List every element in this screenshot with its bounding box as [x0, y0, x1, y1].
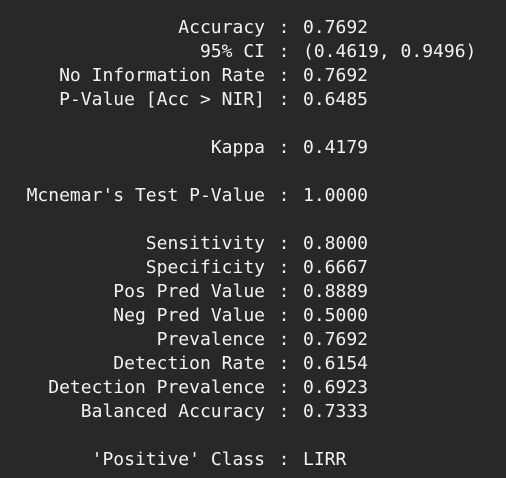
- stat-value: 0.6923: [303, 377, 369, 398]
- stat-value: 0.6667: [303, 257, 369, 278]
- stat-label: Detection Rate: [113, 353, 265, 374]
- stat-label: P-Value [Acc > NIR]: [59, 89, 265, 110]
- stat-label: Balanced Accuracy: [80, 401, 265, 422]
- stat-row-ci95: 95% CI : (0.4619, 0.9496): [0, 40, 506, 64]
- stat-value: 1.0000: [303, 185, 369, 206]
- stat-separator: :: [278, 401, 290, 422]
- stat-row-prevalence: Prevalence : 0.7692: [0, 328, 506, 352]
- stat-value: 0.6485: [303, 89, 369, 110]
- stat-value: 0.6154: [303, 353, 369, 374]
- stat-row-nir: No Information Rate : 0.7692: [0, 64, 506, 88]
- stat-value: LIRR: [303, 449, 347, 470]
- stat-row-detection-prevalence: Detection Prevalence : 0.6923: [0, 376, 506, 400]
- stat-label: Kappa: [210, 137, 265, 158]
- blank-line: [0, 112, 506, 136]
- stat-separator: :: [278, 65, 290, 86]
- stat-separator: :: [278, 89, 290, 110]
- stat-separator: :: [278, 329, 290, 350]
- stat-value: 0.4179: [303, 137, 369, 158]
- stat-value: (0.4619, 0.9496): [303, 41, 477, 62]
- stat-label: Accuracy: [178, 17, 265, 38]
- blank-line: [0, 208, 506, 232]
- stat-label: Specificity: [145, 257, 265, 278]
- blank-line: [0, 424, 506, 448]
- stat-value: 0.7692: [303, 65, 369, 86]
- stat-label: Neg Pred Value: [113, 305, 265, 326]
- stat-value: 0.7692: [303, 17, 369, 38]
- stat-row-balanced-accuracy: Balanced Accuracy : 0.7333: [0, 400, 506, 424]
- stat-row-neg-pred: Neg Pred Value : 0.5000: [0, 304, 506, 328]
- stat-row-pos-pred: Pos Pred Value : 0.8889: [0, 280, 506, 304]
- blank-line: [0, 160, 506, 184]
- stat-label: 95% CI: [199, 41, 265, 62]
- stat-label: 'Positive' Class: [91, 449, 265, 470]
- stat-separator: :: [278, 233, 290, 254]
- stat-row-kappa: Kappa : 0.4179: [0, 136, 506, 160]
- stat-separator: :: [278, 353, 290, 374]
- stat-label: No Information Rate: [59, 65, 265, 86]
- stat-row-accuracy: Accuracy : 0.7692: [0, 16, 506, 40]
- stat-value: 0.8889: [303, 281, 369, 302]
- stat-separator: :: [278, 449, 290, 470]
- stat-label: Sensitivity: [145, 233, 265, 254]
- stat-label: Detection Prevalence: [48, 377, 265, 398]
- stat-row-detection-rate: Detection Rate : 0.6154: [0, 352, 506, 376]
- stat-label: Mcnemar's Test P-Value: [26, 185, 265, 206]
- stat-row-specificity: Specificity : 0.6667: [0, 256, 506, 280]
- stat-label: Pos Pred Value: [113, 281, 265, 302]
- stat-value: 0.5000: [303, 305, 369, 326]
- stat-row-pvalue-acc-nir: P-Value [Acc > NIR] : 0.6485: [0, 88, 506, 112]
- stat-separator: :: [278, 377, 290, 398]
- stat-row-sensitivity: Sensitivity : 0.8000: [0, 232, 506, 256]
- stat-label: Prevalence: [156, 329, 265, 350]
- stat-value: 0.7692: [303, 329, 369, 350]
- stat-separator: :: [278, 281, 290, 302]
- stat-separator: :: [278, 17, 290, 38]
- stat-row-positive-class: 'Positive' Class : LIRR: [0, 448, 506, 472]
- stat-separator: :: [278, 137, 290, 158]
- stat-value: 0.8000: [303, 233, 369, 254]
- stat-separator: :: [278, 185, 290, 206]
- stat-row-mcnemar: Mcnemar's Test P-Value : 1.0000: [0, 184, 506, 208]
- stat-separator: :: [278, 41, 290, 62]
- stat-separator: :: [278, 305, 290, 326]
- stat-value: 0.7333: [303, 401, 369, 422]
- stat-separator: :: [278, 257, 290, 278]
